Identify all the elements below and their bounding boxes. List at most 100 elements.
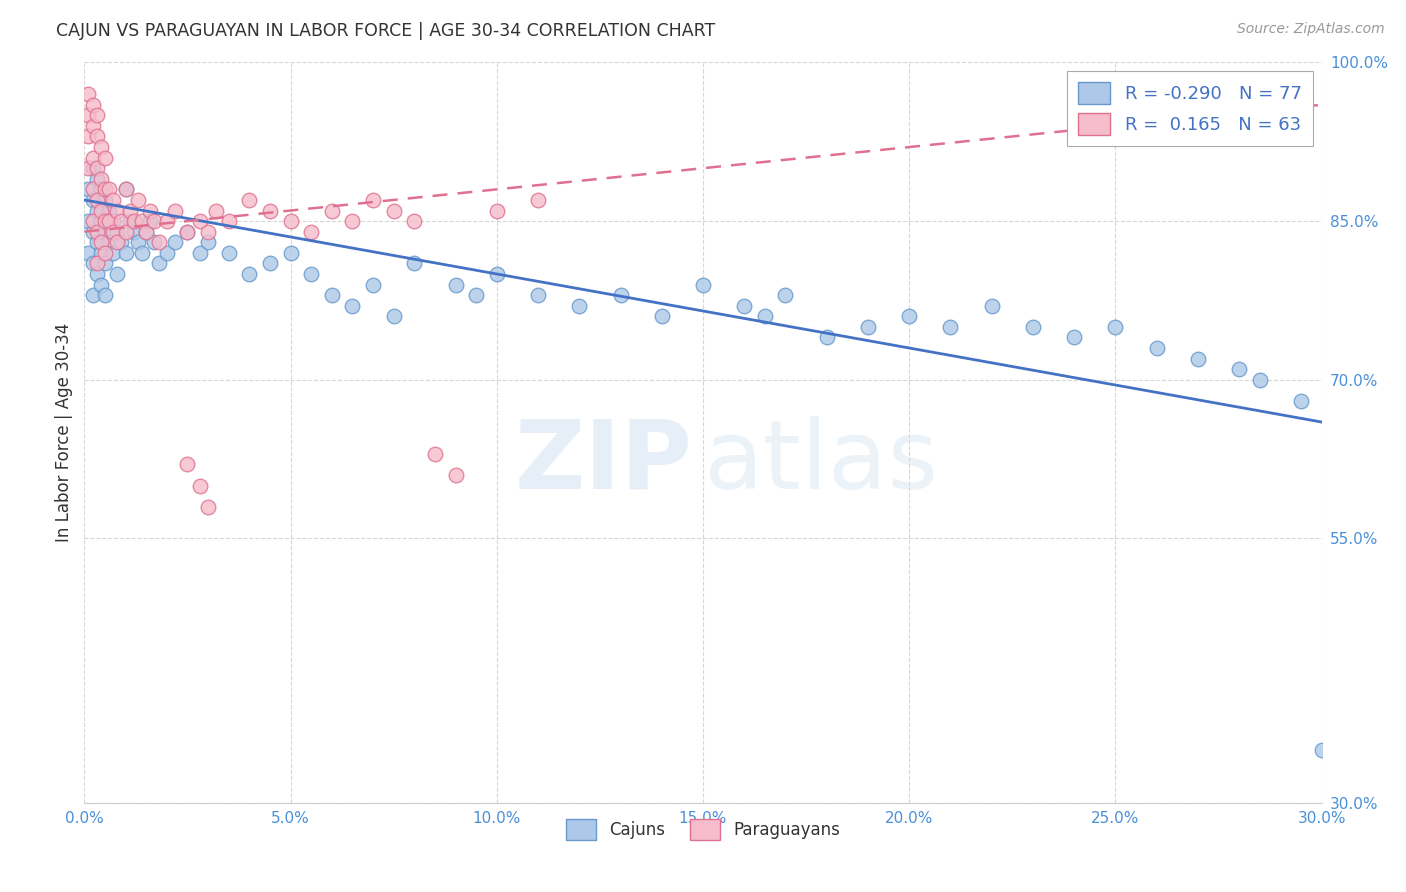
Point: [94, 288, 117, 302]
Point: [86, 171, 108, 186]
Point: [197, 500, 219, 514]
Point: [82, 119, 104, 133]
Point: [342, 214, 364, 228]
Point: [444, 277, 467, 292]
Point: [139, 203, 162, 218]
Point: [94, 214, 117, 228]
Legend: Cajuns, Paraguayans: Cajuns, Paraguayans: [560, 813, 846, 847]
Point: [98, 235, 121, 250]
Point: [485, 203, 508, 218]
Point: [527, 288, 550, 302]
Point: [280, 245, 302, 260]
Point: [754, 310, 776, 324]
Point: [188, 245, 211, 260]
Point: [105, 225, 128, 239]
Point: [176, 458, 198, 472]
Point: [815, 330, 838, 344]
Point: [218, 214, 240, 228]
Point: [135, 225, 157, 239]
Point: [77, 129, 100, 144]
Point: [131, 245, 153, 260]
Point: [775, 288, 797, 302]
Point: [342, 299, 364, 313]
Point: [114, 245, 136, 260]
Point: [98, 214, 121, 228]
Point: [188, 478, 211, 492]
Point: [118, 214, 141, 228]
Point: [299, 225, 322, 239]
Point: [156, 214, 179, 228]
Point: [90, 214, 112, 228]
Point: [299, 267, 322, 281]
Point: [86, 203, 108, 218]
Point: [1289, 393, 1312, 408]
Point: [90, 182, 112, 196]
Point: [131, 214, 153, 228]
Point: [259, 256, 281, 270]
Point: [127, 193, 149, 207]
Point: [77, 245, 100, 260]
Point: [86, 225, 108, 239]
Point: [423, 447, 446, 461]
Point: [1146, 341, 1168, 355]
Point: [94, 182, 117, 196]
Point: [90, 203, 112, 218]
Point: [77, 182, 100, 196]
Point: [86, 129, 108, 144]
Point: [94, 151, 117, 165]
Point: [980, 299, 1002, 313]
Point: [90, 140, 112, 154]
Point: [856, 319, 879, 334]
Point: [1022, 319, 1045, 334]
Point: [86, 108, 108, 122]
Point: [105, 267, 128, 281]
Point: [103, 193, 125, 207]
Point: [692, 277, 714, 292]
Text: atlas: atlas: [703, 416, 938, 508]
Point: [1310, 743, 1333, 757]
Point: [321, 288, 343, 302]
Point: [361, 193, 384, 207]
Point: [197, 225, 219, 239]
Y-axis label: In Labor Force | Age 30-34: In Labor Force | Age 30-34: [55, 323, 73, 542]
Point: [651, 310, 673, 324]
Point: [176, 225, 198, 239]
Point: [139, 214, 162, 228]
Point: [382, 203, 405, 218]
Point: [898, 310, 921, 324]
Point: [94, 245, 117, 260]
Point: [86, 161, 108, 176]
Point: [939, 319, 962, 334]
Point: [156, 245, 179, 260]
Point: [90, 245, 112, 260]
Point: [188, 214, 211, 228]
Point: [148, 256, 170, 270]
Point: [103, 214, 125, 228]
Point: [259, 203, 281, 218]
Point: [94, 256, 117, 270]
Point: [321, 203, 343, 218]
Point: [82, 256, 104, 270]
Point: [382, 310, 405, 324]
Point: [82, 288, 104, 302]
Point: [103, 245, 125, 260]
Point: [103, 225, 125, 239]
Point: [110, 235, 132, 250]
Point: [90, 235, 112, 250]
Point: [143, 214, 166, 228]
Point: [118, 203, 141, 218]
Point: [485, 267, 508, 281]
Point: [444, 467, 467, 482]
Point: [1249, 373, 1271, 387]
Point: [1187, 351, 1209, 366]
Point: [527, 193, 550, 207]
Point: [1227, 362, 1250, 376]
Point: [110, 214, 132, 228]
Text: ZIP: ZIP: [515, 416, 693, 508]
Point: [94, 225, 117, 239]
Point: [148, 235, 170, 250]
Point: [127, 235, 149, 250]
Point: [122, 214, 145, 228]
Point: [238, 193, 260, 207]
Point: [98, 203, 121, 218]
